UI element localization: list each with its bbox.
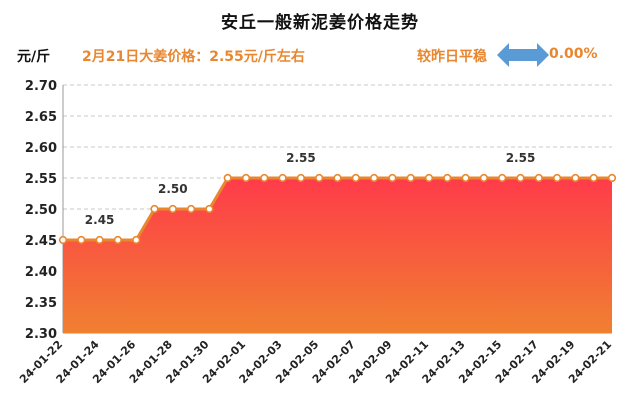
chart-title: 安丘一般新泥姜价格走势 (221, 13, 419, 33)
y-tick-label: 2.45 (25, 234, 57, 249)
data-point (205, 204, 214, 214)
y-tick-label: 2.65 (25, 110, 57, 125)
change-value: 0.00% (549, 46, 598, 62)
y-tick-label: 2.50 (25, 203, 57, 218)
data-point (223, 173, 232, 183)
data-point (388, 173, 397, 183)
data-point (406, 173, 415, 183)
data-label: 2.45 (85, 213, 115, 227)
data-point (370, 173, 379, 183)
data-point (315, 173, 324, 183)
data-point (58, 235, 68, 245)
price-area (63, 178, 612, 333)
data-point (168, 204, 177, 214)
y-tick-label: 2.60 (25, 141, 57, 156)
data-point (424, 173, 434, 183)
y-tick-label: 2.40 (25, 265, 57, 280)
data-point (461, 173, 470, 183)
data-label: 2.50 (158, 182, 188, 196)
data-point (278, 173, 287, 183)
data-point (351, 173, 360, 183)
data-label: 2.55 (286, 151, 316, 165)
data-point (607, 173, 617, 183)
y-axis-unit: 元/斤 (17, 49, 51, 65)
price-note: 2月21日大姜价格：2.55元/斤左右 (82, 49, 305, 65)
y-tick-label: 2.35 (25, 296, 57, 311)
data-point (150, 204, 159, 214)
data-point (95, 235, 104, 245)
data-point (479, 173, 489, 183)
data-point (132, 235, 141, 245)
data-point (333, 173, 342, 183)
data-point (187, 204, 196, 214)
y-tick-label: 2.30 (25, 327, 57, 342)
data-point (498, 173, 507, 183)
y-tick-label: 2.55 (25, 172, 57, 187)
data-point (589, 173, 598, 183)
data-point (113, 235, 122, 245)
data-point (516, 173, 525, 183)
double-arrow-icon (497, 43, 549, 67)
data-label: 2.55 (506, 151, 536, 165)
data-point (571, 173, 580, 183)
compare-label: 较昨日平稳 (417, 49, 487, 65)
data-point (534, 173, 543, 183)
data-point (77, 235, 86, 245)
data-point (443, 173, 452, 183)
data-point (241, 173, 251, 183)
data-point (296, 173, 306, 183)
data-point (260, 173, 269, 183)
data-point (552, 173, 562, 183)
y-tick-label: 2.70 (25, 79, 57, 94)
